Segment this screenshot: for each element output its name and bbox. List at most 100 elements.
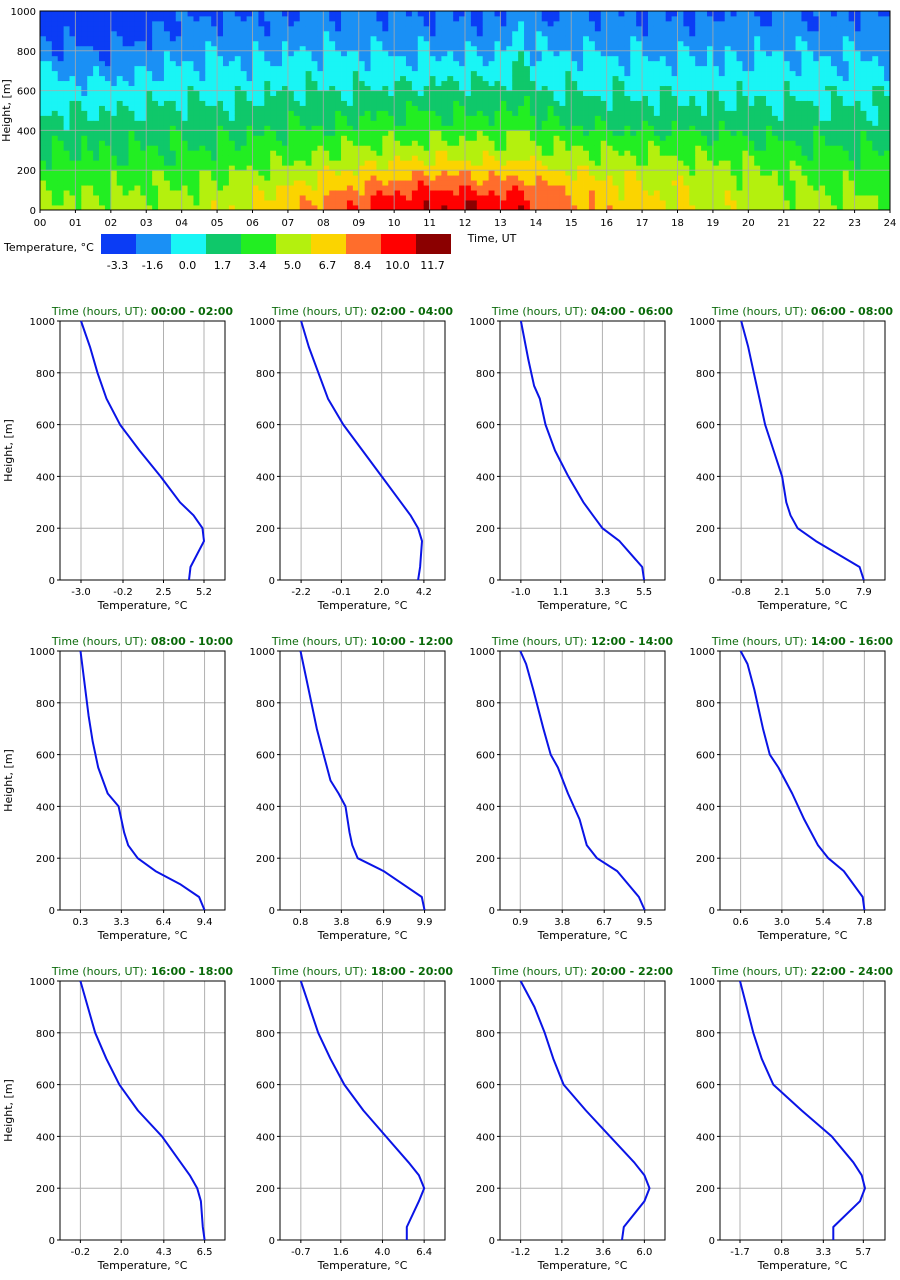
- heatmap-cell: [588, 70, 596, 77]
- heatmap-cell: [405, 150, 413, 156]
- heatmap-cell: [264, 25, 271, 32]
- heatmap-cell: [630, 100, 637, 106]
- heatmap-cell: [246, 185, 253, 191]
- heatmap-cell: [211, 45, 218, 52]
- heatmap-cell: [152, 40, 159, 47]
- heatmap-cell: [317, 65, 324, 72]
- heatmap-cell: [535, 55, 543, 62]
- heatmap-cell: [93, 195, 100, 201]
- heatmap-cell: [264, 75, 271, 82]
- heatmap-cell: [571, 15, 578, 22]
- heatmap-cell: [228, 135, 236, 141]
- heatmap-cell: [771, 165, 779, 171]
- heatmap-cell: [577, 205, 584, 211]
- heatmap-cell: [594, 130, 602, 136]
- heatmap-cell: [234, 195, 242, 201]
- heatmap-cell: [370, 11, 377, 17]
- heatmap-cell: [376, 50, 383, 57]
- heatmap-cell: [465, 40, 472, 47]
- heatmap-cell: [128, 80, 135, 87]
- heatmap-cell: [335, 90, 342, 96]
- heatmap-cell: [382, 20, 389, 27]
- heatmap-cell: [75, 50, 82, 57]
- heatmap-cell: [653, 180, 661, 186]
- heatmap-cell: [205, 140, 212, 146]
- heatmap-cell: [246, 40, 253, 47]
- heatmap-cell: [659, 105, 667, 111]
- heatmap-cell: [93, 150, 100, 156]
- heatmap-cell: [370, 110, 377, 116]
- heatmap-cell: [163, 125, 171, 131]
- heatmap-cell: [329, 110, 336, 116]
- heatmap-cell: [152, 110, 159, 116]
- heatmap-cell: [270, 30, 277, 37]
- heatmap-cell: [87, 190, 94, 196]
- heatmap-cell: [405, 185, 413, 191]
- heatmap-cell: [228, 11, 236, 17]
- heatmap-cell: [642, 70, 649, 77]
- heatmap-cell: [270, 40, 277, 47]
- heatmap-cell: [429, 165, 436, 171]
- heatmap-cell: [276, 165, 283, 171]
- heatmap-cell: [134, 170, 141, 176]
- heatmap-cell: [152, 80, 159, 87]
- heatmap-cell: [364, 130, 371, 136]
- heatmap-cell: [423, 85, 430, 92]
- heatmap-cell: [647, 155, 655, 161]
- heatmap-cell: [577, 155, 584, 161]
- heatmap-cell: [653, 85, 661, 92]
- heatmap-cell: [718, 110, 726, 116]
- heatmap-cell: [116, 11, 124, 17]
- heatmap-cell: [447, 180, 454, 186]
- heatmap-cell: [482, 50, 490, 57]
- heatmap-cell: [104, 195, 112, 201]
- heatmap-cell: [240, 25, 247, 32]
- heatmap-cell: [346, 175, 354, 181]
- heatmap-cell: [335, 130, 342, 136]
- heatmap-cell: [352, 35, 360, 42]
- heatmap-cell: [577, 165, 584, 171]
- heatmap-cell: [93, 165, 100, 171]
- heatmap-cell: [642, 190, 649, 196]
- heatmap-cell: [559, 25, 566, 32]
- heatmap-cell: [683, 160, 690, 166]
- heatmap-cell: [677, 80, 684, 87]
- heatmap-cell: [618, 20, 625, 27]
- heatmap-cell: [163, 30, 171, 37]
- heatmap-cell: [346, 60, 354, 67]
- heatmap-cell: [512, 75, 519, 82]
- heatmap-cell: [624, 75, 631, 82]
- heatmap-cell: [276, 150, 283, 156]
- heatmap-cell: [270, 205, 277, 211]
- heatmap-cell: [305, 120, 312, 126]
- heatmap-cell: [282, 135, 289, 141]
- heatmap-cell: [647, 55, 655, 62]
- heatmap-cell: [712, 130, 720, 136]
- heatmap-cell: [69, 60, 76, 67]
- heatmap-cell: [482, 120, 490, 126]
- heatmap-cell: [712, 105, 720, 111]
- heatmap-cell: [388, 200, 395, 206]
- heatmap-cell: [282, 200, 289, 206]
- heatmap-cell: [500, 195, 507, 201]
- heatmap-cell: [305, 35, 312, 42]
- heatmap-cell: [400, 65, 407, 72]
- heatmap-cell: [140, 115, 147, 121]
- heatmap-cell: [476, 45, 484, 52]
- heatmap-cell: [205, 190, 212, 196]
- heatmap-cell: [169, 155, 177, 161]
- heatmap-cell: [93, 15, 100, 22]
- heatmap-cell: [93, 110, 100, 116]
- heatmap-cell: [252, 170, 259, 176]
- heatmap-cell: [500, 125, 507, 131]
- heatmap-cell: [559, 205, 566, 211]
- heatmap-cell: [553, 160, 560, 166]
- heatmap-cell: [736, 40, 743, 47]
- heatmap-cell: [352, 75, 360, 82]
- heatmap-cell: [541, 90, 549, 96]
- heatmap-cell: [417, 180, 425, 186]
- heatmap-cell: [252, 120, 259, 126]
- heatmap-cell: [388, 90, 395, 96]
- heatmap-cell: [701, 110, 708, 116]
- heatmap-cell: [659, 90, 667, 96]
